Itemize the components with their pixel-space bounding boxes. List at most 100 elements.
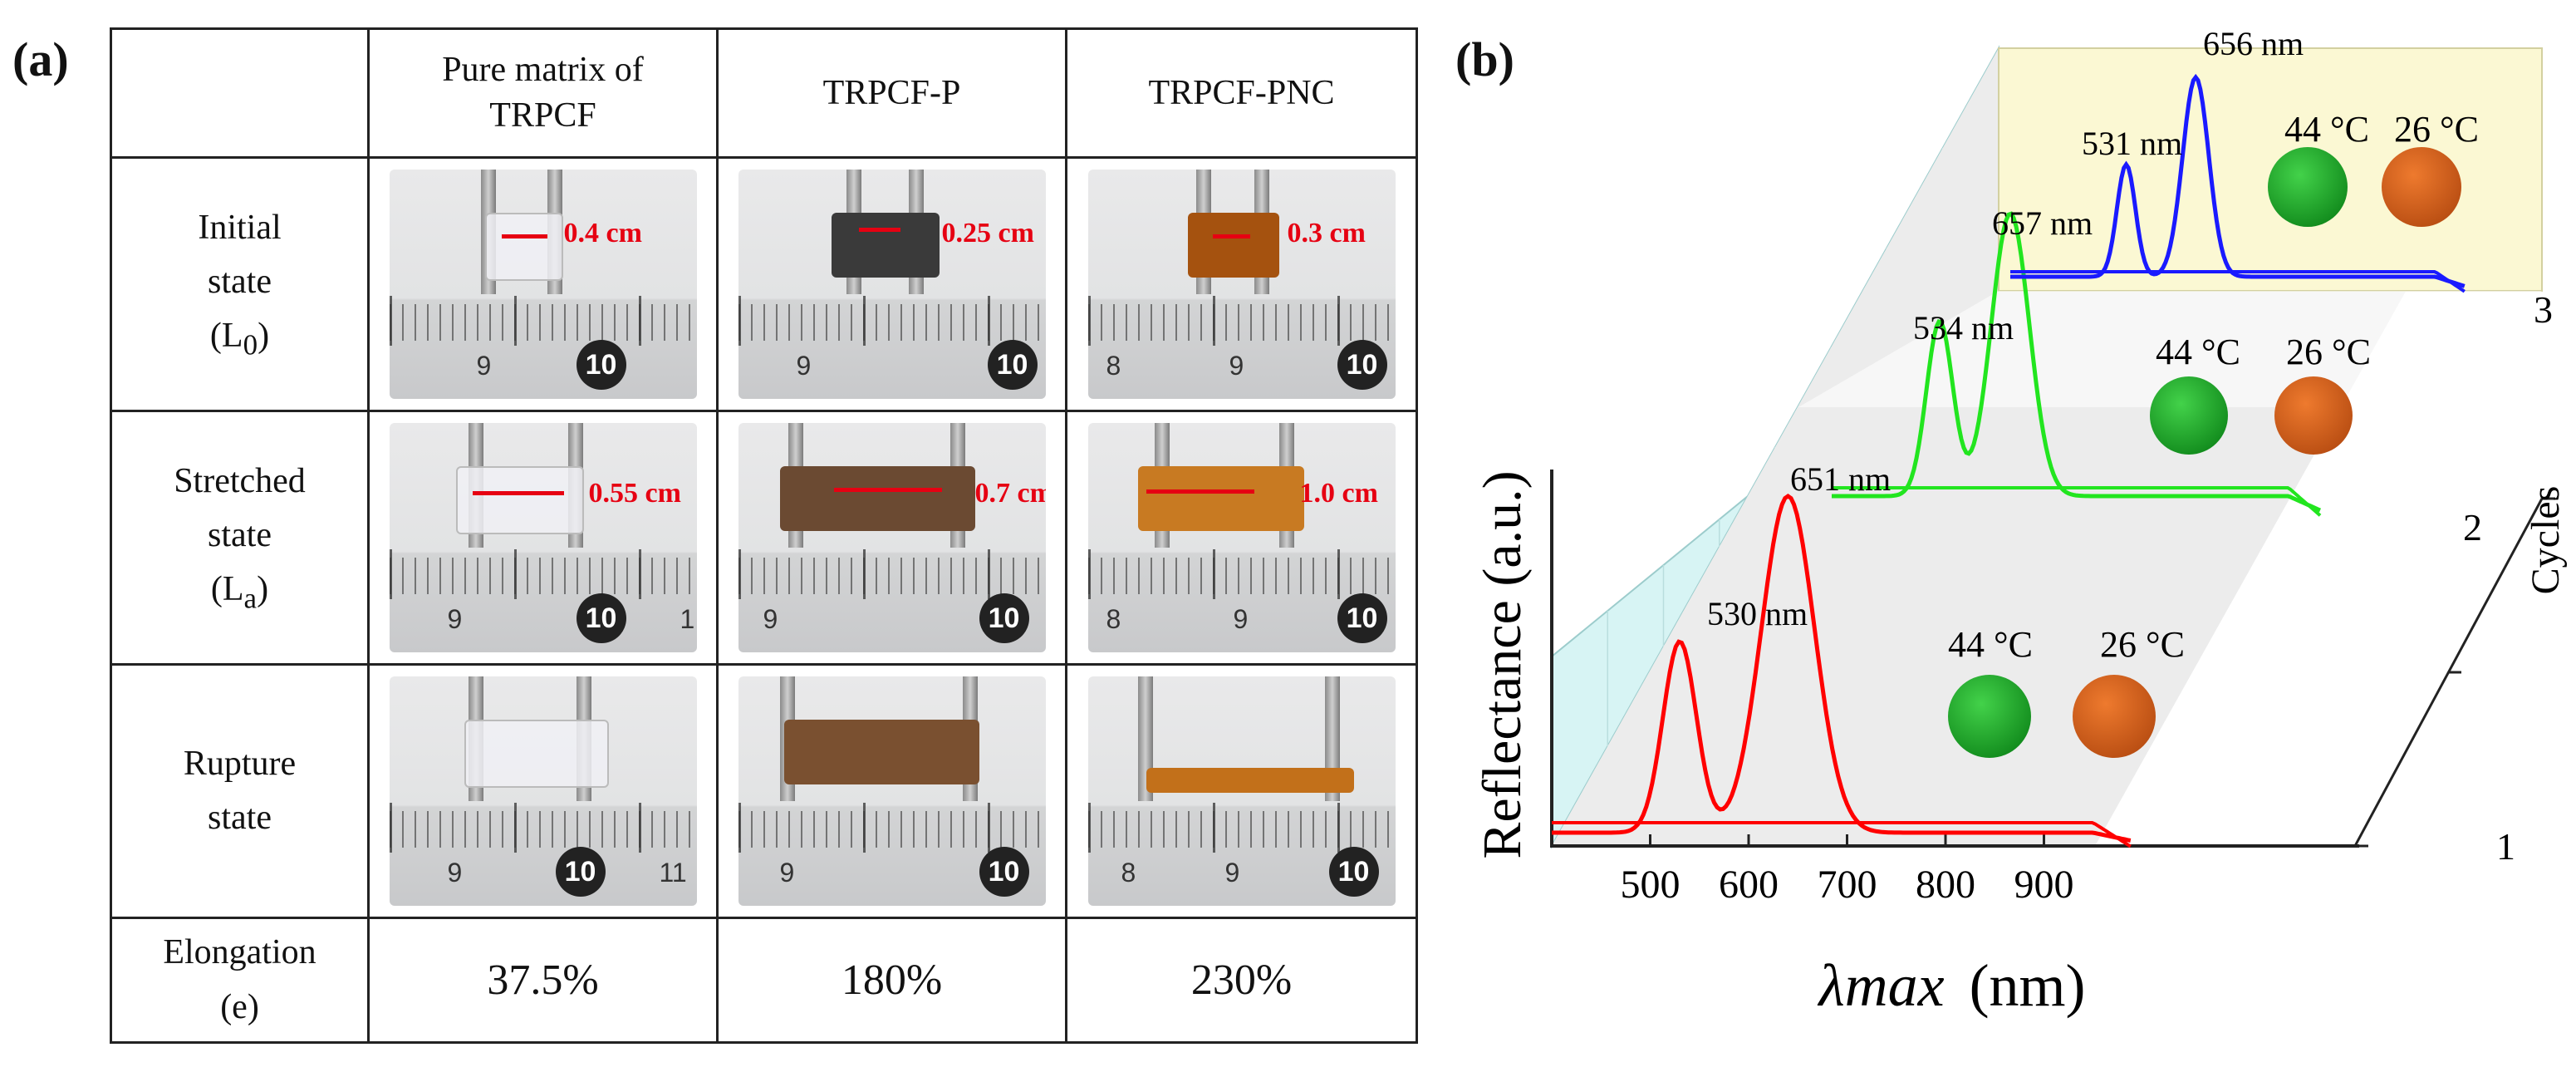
ruler-major-ticks [1087, 296, 1396, 346]
row-label-initial: Initial state (L0) [110, 156, 370, 412]
top-panel-background [1998, 47, 2543, 292]
row-label-line: (L [210, 569, 244, 608]
x-axis-label-symbol: λmax [1817, 952, 1944, 1019]
sample-photo-pure-stretched: 9 10 1 0.55 cm [389, 423, 697, 652]
ruler-number: 9 [1233, 604, 1249, 634]
x-tick-label: 500 [1621, 863, 1681, 907]
ruler-number: 9 [476, 351, 492, 381]
x-tick-label: 700 [1818, 863, 1877, 907]
ruler-number-ten: 10 [1328, 847, 1379, 897]
measure-line [501, 234, 547, 238]
ruler-major-ticks [389, 803, 697, 853]
photo-cell: 9 10 0.7 cm [716, 410, 1067, 666]
header-text-line1: Pure matrix of [442, 51, 644, 90]
measurement-label: 0.4 cm [563, 218, 642, 248]
row-label-line: Initial [198, 208, 282, 247]
sample-photo-pure-rupture: 9 10 11 [389, 676, 697, 906]
ruler-number: 1 [680, 604, 695, 634]
ruler-major-ticks [1087, 549, 1396, 599]
ruler-number: 9 [1229, 351, 1244, 381]
ruler-number-ten: 10 [979, 847, 1029, 897]
temp-label-hot: 44 °C [2156, 332, 2240, 372]
cycle-tick-label-1: 1 [2496, 825, 2515, 868]
film-sample [484, 213, 563, 281]
elongation-value-pure: 37.5% [367, 917, 719, 1044]
reflectance-3d-chart: 1 2 3 Cycles 500 600 700 800 900 Reflectance… [1472, 25, 2568, 1019]
elongation-value-pnc: 230% [1065, 917, 1418, 1044]
ruler-major-ticks [738, 549, 1046, 599]
ruler-number-ten: 10 [576, 340, 626, 390]
sample-photo-pure-initial: 9 10 0.4 cm [389, 170, 697, 399]
photo-cell: 9 10 0.25 cm [716, 156, 1067, 412]
column-header-pure-matrix: Pure matrix of TRPCF [367, 27, 719, 159]
ruler-number: 8 [1106, 351, 1121, 381]
film-sample [1146, 768, 1354, 793]
ruler-number: 8 [1121, 858, 1136, 888]
sample-sphere-cold [2274, 376, 2353, 455]
sample-photo-pnc-stretched: 8 9 10 1.0 cm [1087, 423, 1396, 652]
film-sample [779, 466, 975, 531]
measure-line [1146, 489, 1254, 494]
ruler-number-ten: 10 [576, 593, 626, 643]
ruler-number: 9 [763, 604, 778, 634]
measure-line [1212, 234, 1250, 238]
photo-cell: 9 10 [716, 663, 1067, 919]
cycle-tick-label-3: 3 [2534, 288, 2553, 331]
cycles-axis-label: Cycles [2524, 486, 2568, 595]
header-empty-cell [110, 27, 370, 159]
table-row-rupture: Rupture state 9 10 11 9 10 [110, 663, 1418, 919]
measurement-label: 0.25 cm [941, 218, 1034, 248]
row-label-subscript: a [243, 582, 258, 615]
sample-sphere-cold [2382, 147, 2461, 227]
temp-label-cold: 26 °C [2100, 624, 2185, 665]
peak-label-cycle1-red: 651 nm [1790, 460, 1891, 498]
photo-cell: 9 10 11 [367, 663, 719, 919]
row-label-line: Elongation [163, 933, 316, 972]
photo-cell: 8 9 10 1.0 cm [1065, 410, 1418, 666]
row-label-line: Rupture [183, 744, 297, 783]
series-line-cycle-1 [1552, 493, 2132, 843]
row-label-line: state [208, 262, 272, 301]
table-header-row: Pure matrix of TRPCF TRPCF-P TRPCF-PNC [110, 27, 1418, 159]
ruler-number-ten: 10 [555, 847, 606, 897]
ruler-number-ten: 10 [979, 593, 1029, 643]
row-label-line: (L [209, 316, 243, 355]
comparison-table: Pure matrix of TRPCF TRPCF-P TRPCF-PNC I… [110, 27, 1418, 1044]
ruler-major-ticks [389, 296, 697, 346]
peak-label-cycle3-green: 531 nm [2082, 125, 2182, 162]
measurement-label: 0.7 cm [974, 478, 1046, 509]
ruler-major-ticks [389, 549, 697, 599]
x-tick-label: 600 [1719, 863, 1779, 907]
x-axis-ticks: 500 600 700 800 900 [1621, 834, 2074, 907]
row-label-line: (e) [220, 987, 259, 1026]
ruler-number: 9 [1224, 858, 1240, 888]
ruler-number: 9 [447, 858, 463, 888]
sample-photo-p-initial: 9 10 0.25 cm [738, 170, 1046, 399]
peak-label-cycle2-green: 534 nm [1913, 309, 2014, 347]
measure-line [858, 228, 900, 232]
elongation-value-p: 180% [716, 917, 1067, 1044]
sample-sphere-cold [2073, 675, 2156, 758]
cycle-tick-label-2: 2 [2463, 506, 2482, 548]
series-line-cycle-2-baseline [1832, 486, 2322, 517]
temp-label-hot: 44 °C [2284, 109, 2369, 150]
temp-label-cold: 26 °C [2394, 109, 2479, 150]
header-text-line2: TRPCF [489, 96, 596, 135]
column-header-trpcf-p: TRPCF-P [716, 27, 1067, 159]
row-label-line: Stretched [174, 461, 306, 500]
ruler-major-ticks [1087, 803, 1396, 853]
film-sample [783, 720, 979, 784]
row-label-stretched: Stretched state (La) [110, 410, 370, 666]
x-tick-label: 800 [1916, 863, 1975, 907]
photo-cell: 8 9 10 0.3 cm [1065, 156, 1418, 412]
measure-line [472, 491, 564, 495]
peak-label-cycle1-green: 530 nm [1707, 595, 1808, 632]
panel-b-label: (b) [1455, 32, 1514, 86]
temp-label-hot: 44 °C [1948, 624, 2033, 665]
series-line-cycle-3 [2010, 73, 2466, 288]
ruler-number: 8 [1106, 604, 1121, 634]
ruler-number: 9 [447, 604, 463, 634]
sample-photo-pnc-rupture: 8 9 10 [1087, 676, 1396, 906]
ruler-major-ticks [738, 803, 1046, 853]
row-label-line: state [208, 799, 272, 837]
